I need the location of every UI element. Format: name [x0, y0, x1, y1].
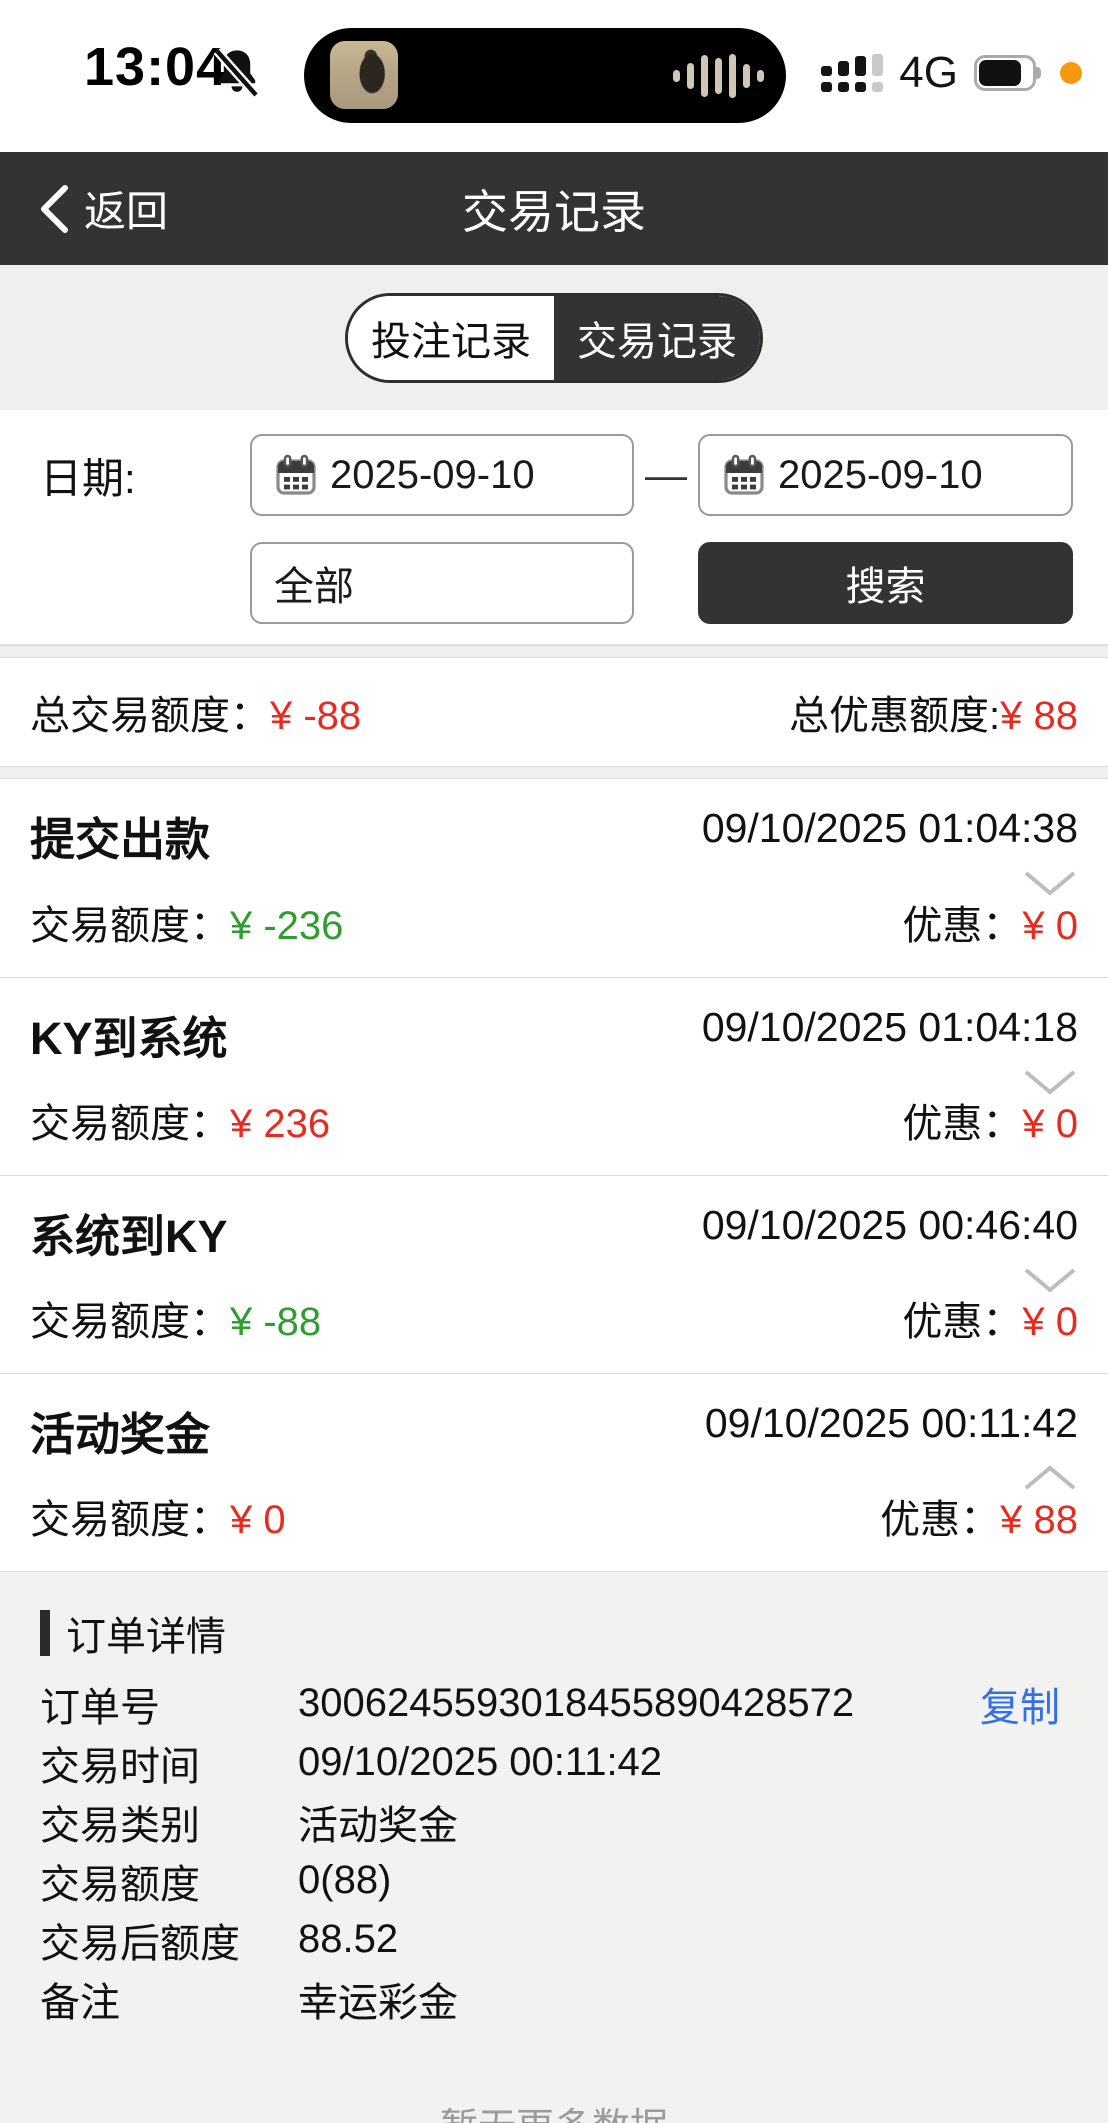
date-to-value: 2025-09-10: [778, 452, 983, 497]
transaction-amount: ¥ -88: [230, 1300, 322, 1344]
transaction-title: 系统到KY: [30, 1211, 228, 1262]
detail-row-balance-after: 交易后额度 88.52: [40, 1917, 399, 1966]
transaction-bonus: ¥ 0: [1022, 1102, 1078, 1146]
total-transaction-amount: 总交易额度：¥ -88: [30, 694, 362, 738]
filter-section: 日期: 2025-09-10 —: [0, 410, 1108, 645]
status-bar: 13:04 4G: [0, 0, 1108, 152]
mic-indicator-dot: [1060, 62, 1082, 84]
transaction-item[interactable]: KY到系统 09/10/2025 01:04:18 交易额度：¥ 236 优惠：…: [0, 977, 1108, 1175]
battery-icon: [974, 55, 1044, 91]
detail-row-transaction-time: 交易时间 09/10/2025 00:11:42: [40, 1740, 663, 1789]
cellular-signal-icon: [821, 54, 884, 92]
page-title: 交易记录: [462, 185, 646, 238]
date-from-input[interactable]: 2025-09-10: [250, 434, 634, 516]
transaction-bonus: ¥ 88: [1000, 1498, 1078, 1542]
tab-transaction-records[interactable]: 交易记录: [554, 295, 760, 380]
transaction-amount: ¥ 0: [230, 1498, 286, 1542]
summary-row: 总交易额度：¥ -88 总优惠额度:¥ 88: [0, 658, 1108, 766]
transaction-datetime: 09/10/2025 00:11:42: [704, 1400, 1078, 1446]
detail-row-remark: 备注 幸运彩金: [40, 1980, 458, 2025]
total-bonus-amount: 总优惠额度:¥ 88: [789, 694, 1078, 738]
back-chevron-icon: [38, 184, 70, 234]
order-details-header: 订单详情: [40, 1608, 1078, 1659]
category-value: 全部: [274, 565, 354, 609]
dynamic-island[interactable]: [304, 28, 786, 123]
chevron-down-icon[interactable]: [1022, 1068, 1078, 1096]
transaction-title: KY到系统: [30, 1013, 228, 1064]
transaction-bonus: ¥ 0: [1022, 1300, 1078, 1344]
network-type: 4G: [899, 48, 958, 97]
bell-muted-icon: [212, 46, 262, 100]
header-accent-bar: [40, 1610, 50, 1656]
transaction-amount: ¥ -236: [230, 904, 344, 948]
date-range-dash: —: [645, 451, 687, 498]
transaction-datetime: 09/10/2025 01:04:38: [701, 805, 1078, 851]
copy-button[interactable]: 复制: [980, 1685, 1060, 1730]
transaction-item-expanded[interactable]: 活动奖金 09/10/2025 00:11:42 交易额度：¥ 0 优惠：¥ 8…: [0, 1373, 1108, 1571]
chevron-down-icon[interactable]: [1022, 869, 1078, 897]
detail-row-transaction-amount: 交易额度 0(88): [40, 1858, 392, 1907]
chevron-up-icon[interactable]: [1022, 1464, 1078, 1492]
clock: 13:04: [84, 37, 228, 97]
calendar-icon: [274, 453, 318, 497]
nav-bar: 返回 交易记录: [0, 152, 1108, 265]
category-select[interactable]: 全部: [250, 542, 634, 624]
transaction-datetime: 09/10/2025 01:04:18: [701, 1004, 1078, 1050]
transaction-list: 提交出款 09/10/2025 01:04:38 交易额度：¥ -236 优惠：…: [0, 779, 1108, 1571]
detail-row-order-number: 订单号 3006245593018455890428572 复制: [40, 1674, 1078, 1733]
transaction-amount: ¥ 236: [230, 1102, 331, 1146]
status-indicators: 4G: [821, 48, 1082, 98]
transaction-bonus: ¥ 0: [1022, 904, 1078, 948]
tab-bet-records[interactable]: 投注记录: [348, 295, 554, 380]
tab-section: 投注记录 交易记录: [0, 265, 1108, 410]
audio-waveform-icon: [673, 28, 764, 123]
date-to-input[interactable]: 2025-09-10: [698, 434, 1073, 516]
transaction-title: 提交出款: [30, 814, 211, 865]
back-button[interactable]: 返回: [38, 152, 168, 265]
section-divider: [0, 645, 1108, 658]
transaction-item[interactable]: 提交出款 09/10/2025 01:04:38 交易额度：¥ -236 优惠：…: [0, 779, 1108, 977]
transaction-title: 活动奖金: [30, 1409, 211, 1460]
calendar-icon: [722, 453, 766, 497]
transaction-item[interactable]: 系统到KY 09/10/2025 00:46:40 交易额度：¥ -88 优惠：…: [0, 1175, 1108, 1373]
no-more-data-text: 暂无更多数据: [0, 2096, 1108, 2123]
chevron-down-icon[interactable]: [1022, 1266, 1078, 1294]
section-divider: [0, 766, 1108, 779]
date-from-value: 2025-09-10: [330, 452, 535, 497]
transaction-datetime: 09/10/2025 00:46:40: [701, 1202, 1078, 1248]
detail-row-transaction-type: 交易类别 活动奖金: [40, 1803, 458, 1848]
date-label: 日期:: [40, 454, 136, 502]
order-details-panel: 订单详情 订单号 3006245593018455890428572 复制 交易…: [0, 1571, 1108, 2123]
search-button[interactable]: 搜索: [698, 542, 1073, 624]
pip-video-thumbnail[interactable]: [330, 41, 398, 109]
back-label: 返回: [84, 188, 169, 235]
order-number-value: 3006245593018455890428572: [298, 1681, 855, 1725]
segmented-control: 投注记录 交易记录: [345, 292, 763, 383]
